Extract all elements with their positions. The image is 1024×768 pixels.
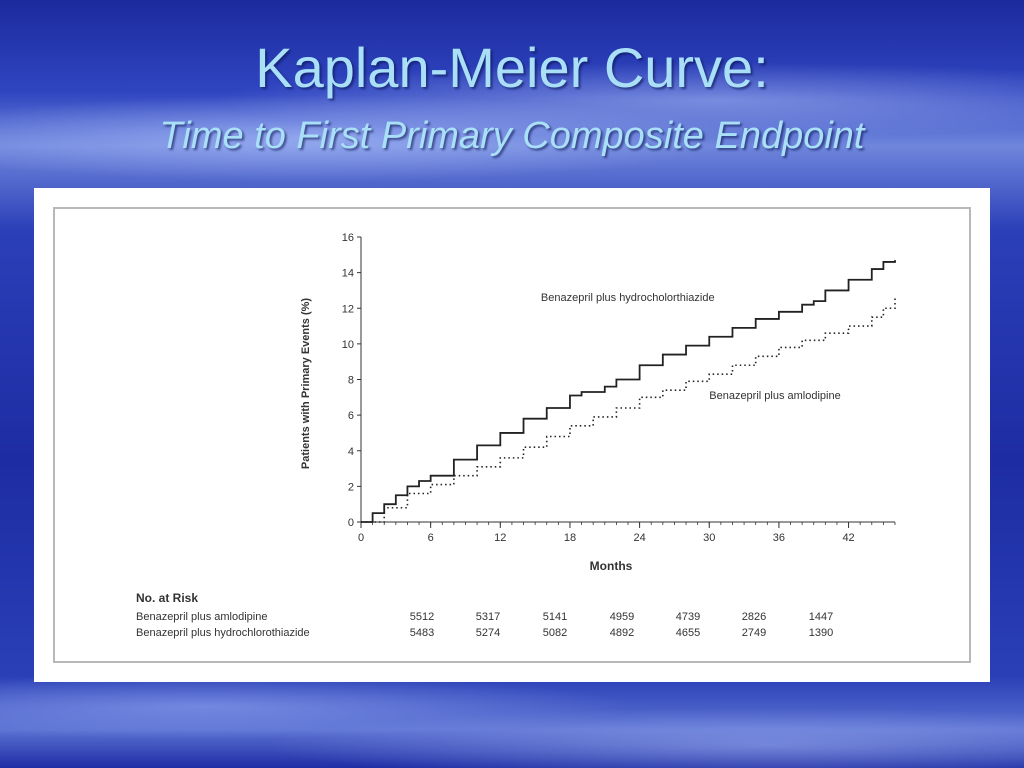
risk-table-cell: 5317: [476, 611, 500, 623]
risk-row-label: Benazepril plus hydrochlorothiazide: [136, 627, 310, 639]
series-annotation-label: Benazepril plus hydrocholorthiazide: [541, 292, 715, 304]
x-tick-label: 18: [564, 532, 576, 544]
x-tick-label: 24: [633, 532, 645, 544]
x-tick-label: 12: [494, 532, 506, 544]
risk-table-cell: 4959: [610, 611, 634, 623]
y-tick-label: 12: [342, 303, 354, 315]
slide-subtitle: Time to First Primary Composite Endpoint: [159, 115, 865, 157]
risk-table-title: No. at Risk: [136, 591, 198, 605]
risk-table-cell: 4739: [676, 611, 700, 623]
y-tick-label: 6: [348, 410, 354, 422]
figure-frame: 0 2 4 6 8 10 12 14 16 0 6 12 18 24 30 36 42 Months Patien…: [53, 207, 971, 663]
y-tick-label: 2: [348, 481, 354, 493]
x-tick-label: 6: [428, 532, 434, 544]
risk-table-cell: 5483: [410, 627, 434, 639]
y-tick-label: 8: [348, 375, 354, 387]
y-tick-label: 0: [348, 517, 354, 529]
y-tick-label: 14: [342, 268, 354, 280]
risk-table-cell: 4655: [676, 627, 700, 639]
risk-table-cell: 5141: [543, 611, 567, 623]
risk-table-cell: 1447: [809, 611, 833, 623]
risk-table-cell: 5274: [476, 627, 500, 639]
hydrochlorothiazide-curve: [361, 260, 896, 523]
risk-table-cell: 2749: [742, 627, 766, 639]
y-axis-title: Patients with Primary Events (%): [300, 298, 312, 469]
x-tick-label: 36: [773, 532, 785, 544]
y-tick-label: 10: [342, 339, 354, 351]
risk-table-cell: 1390: [809, 627, 833, 639]
x-tick-label: 30: [703, 532, 715, 544]
risk-table-cell: 4892: [610, 627, 634, 639]
y-tick-label: 16: [342, 232, 354, 244]
y-tick-label: 4: [348, 446, 354, 458]
x-tick-label: 0: [358, 532, 364, 544]
series-annotation-label: Benazepril plus amlodipine: [709, 390, 840, 402]
risk-table-cell: 2826: [742, 611, 766, 623]
x-axis-title: Months: [590, 559, 633, 573]
figure-panel: 0 2 4 6 8 10 12 14 16 0 6 12 18 24 30 36 42 Months Patien…: [34, 188, 990, 682]
x-tick-label: 42: [842, 532, 854, 544]
risk-table-cell: 5512: [410, 611, 434, 623]
risk-row-label: Benazepril plus amlodipine: [136, 611, 267, 623]
amlodipine-curve: [361, 297, 896, 523]
risk-table-cell: 5082: [543, 627, 567, 639]
slide-title: Kaplan-Meier Curve:: [255, 36, 769, 99]
